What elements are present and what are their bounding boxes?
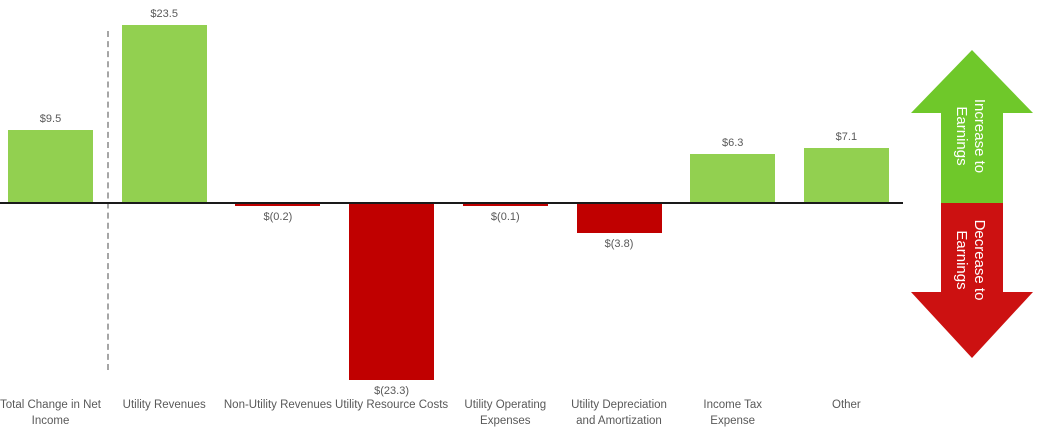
- bar-utility-resource-costs: [349, 204, 435, 380]
- decrease-arrow-label-line2: Earnings: [953, 230, 970, 289]
- value-label-utility-depreciation-and-amortization: $(3.8): [604, 237, 634, 250]
- value-label-non-utility-revenues: $(0.2): [263, 211, 293, 223]
- increase-arrow-icon: [911, 50, 1033, 203]
- category-label-utility-operating-expenses: Utility Operating Expenses: [464, 399, 547, 427]
- category-label-utility-resource-costs: Utility Resource Costs: [335, 399, 449, 411]
- decrease-arrow-label-line1: Decrease to: [971, 220, 988, 301]
- value-label-income-tax-expense: $6.3: [721, 137, 744, 150]
- category-label-other: Other: [832, 399, 861, 411]
- category-label-utility-depreciation-and-amortization: Utility Depreciation and Amortization: [571, 399, 667, 427]
- bar-income-tax-expense: [690, 154, 776, 202]
- value-label-utility-operating-expenses: $(0.1): [490, 211, 520, 223]
- bar-other: [803, 148, 889, 202]
- increase-arrow-label: Increase to Earnings: [953, 99, 988, 173]
- category-label-total-change-in-net-income: Total Change in Net Income: [0, 399, 101, 427]
- bar-non-utility-revenues: [235, 204, 321, 206]
- bar-utility-depreciation-and-amortization: [576, 204, 662, 233]
- value-label-utility-resource-costs: $(23.3): [374, 384, 410, 397]
- total-vs-components-separator-line: [107, 31, 109, 370]
- category-label-utility-revenues: Utility Revenues: [122, 399, 206, 411]
- value-label-other: $7.1: [835, 131, 858, 144]
- earnings-direction-legend: Increase to Earnings Decrease to Earning…: [911, 50, 1033, 358]
- category-label-income-tax-expense: Income Tax Expense: [703, 399, 762, 427]
- bar-total-change-in-net-income: [8, 130, 93, 202]
- decrease-arrow-icon: [911, 203, 1033, 358]
- decrease-arrow-label: Decrease to Earnings: [953, 220, 988, 301]
- increase-arrow-label-line1: Increase to: [971, 99, 988, 173]
- increase-arrow-label-line2: Earnings: [953, 106, 970, 165]
- value-label-utility-revenues: $23.5: [150, 7, 178, 20]
- category-label-non-utility-revenues: Non-Utility Revenues: [223, 399, 332, 411]
- value-label-total-change-in-net-income: $9.5: [39, 113, 62, 126]
- bar-utility-operating-expenses: [462, 204, 548, 206]
- bar-utility-revenues: [121, 24, 207, 202]
- x-axis-line: [0, 202, 903, 204]
